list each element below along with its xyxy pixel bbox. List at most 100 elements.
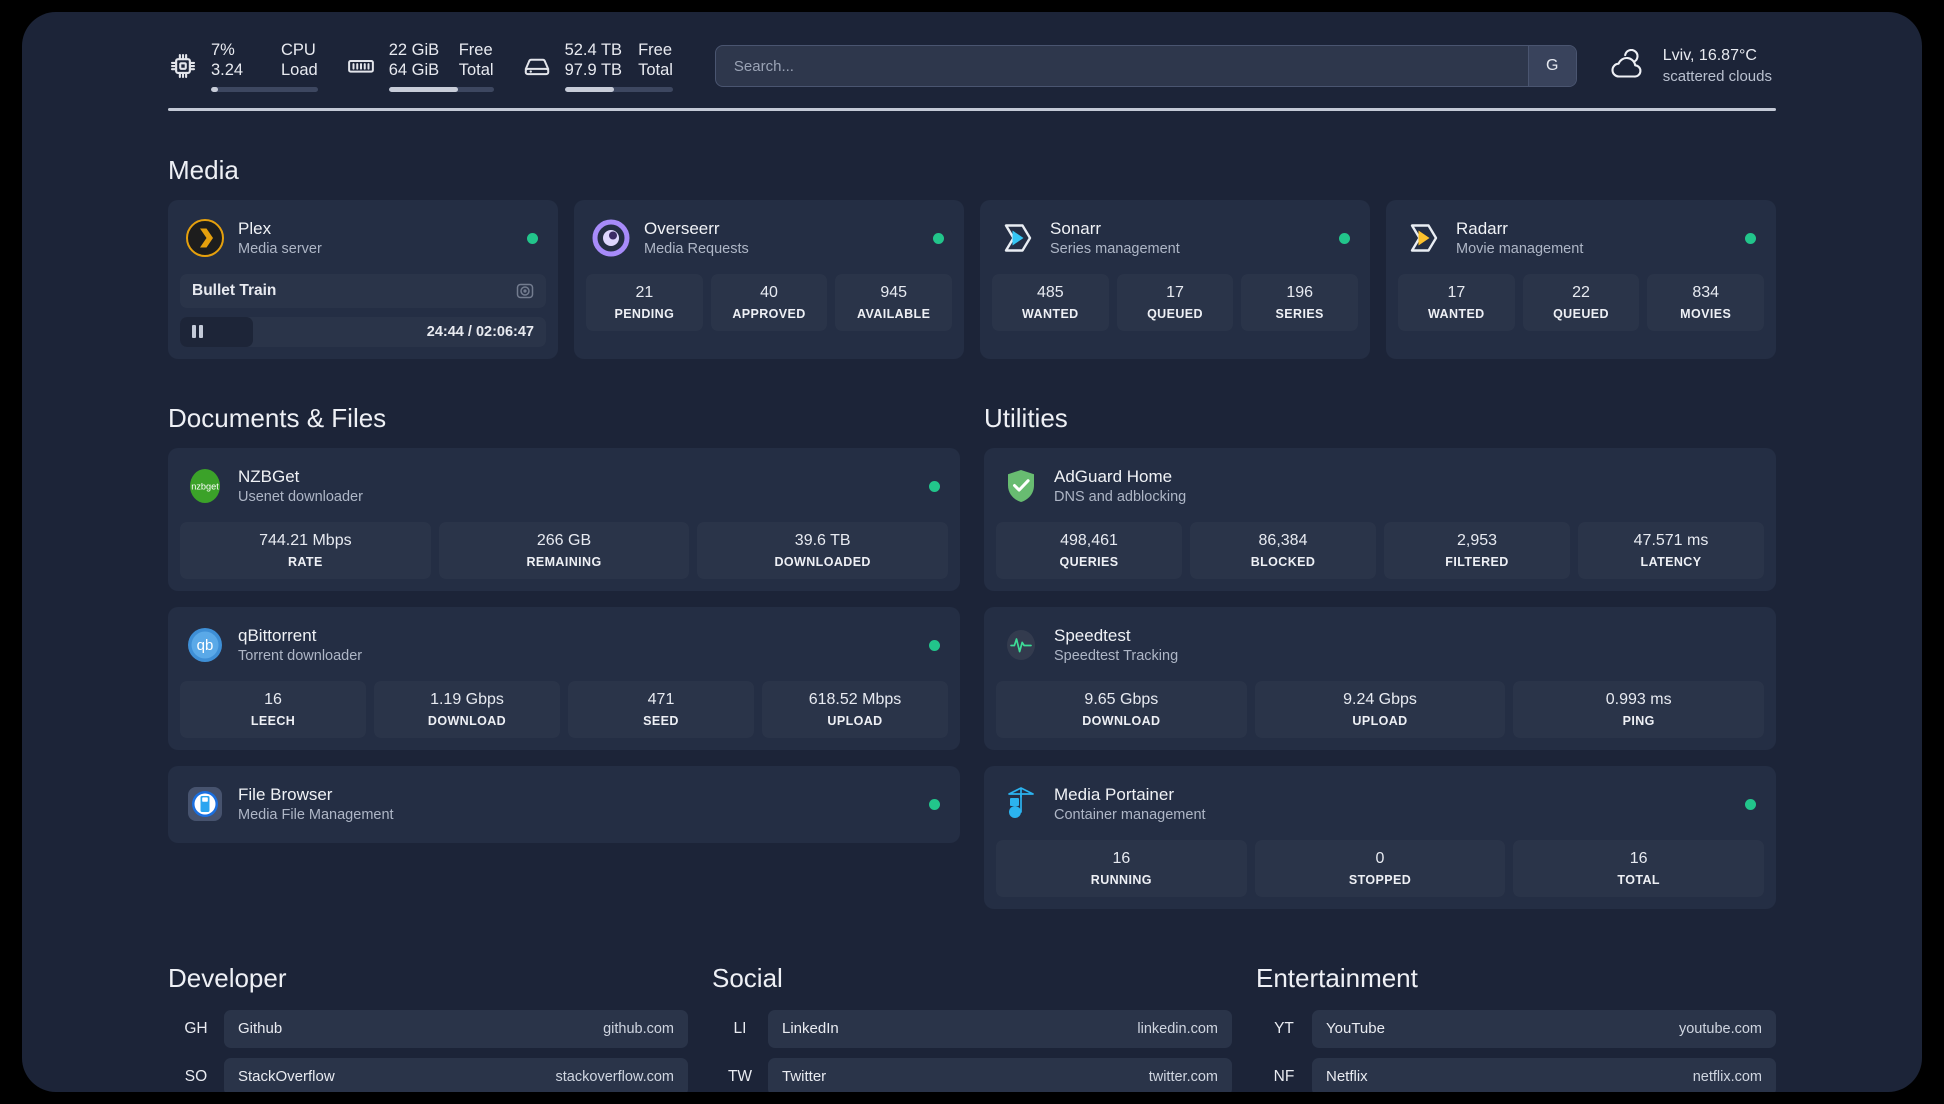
cpu-value-1: 7% bbox=[211, 40, 235, 59]
card-title: AdGuard Home bbox=[1054, 466, 1173, 486]
cast-icon[interactable] bbox=[516, 282, 534, 300]
bookmark-link[interactable]: LinkedIn linkedin.com bbox=[768, 1009, 1232, 1048]
documents-column: Documents & Files nzbget NZBGet Usenet d… bbox=[168, 359, 960, 909]
utilities-column: Utilities AdGuard Home DNS and adblockin… bbox=[984, 359, 1776, 909]
search-input[interactable] bbox=[715, 46, 1528, 86]
weather-widget[interactable]: Lviv, 16.87°C scattered clouds bbox=[1607, 45, 1776, 87]
playback-progress-fill bbox=[180, 316, 254, 347]
bookmark-link[interactable]: Netflix netflix.com bbox=[1312, 1057, 1776, 1092]
card-title: Media Portainer bbox=[1054, 784, 1175, 804]
card-title: File Browser bbox=[238, 784, 333, 804]
card-header: AdGuard Home DNS and adblocking bbox=[996, 460, 1764, 513]
memory-value-1: 22 GiB bbox=[388, 40, 440, 59]
stat-value: 86,384 bbox=[1258, 531, 1308, 549]
bookmark-item[interactable]: TW Twitter twitter.com bbox=[712, 1057, 1232, 1092]
dashboard-window: 7% 3.24 CPU Load bbox=[22, 12, 1922, 1092]
stat-item: 196 SERIES bbox=[1241, 273, 1359, 331]
stat-label: PING bbox=[1622, 713, 1655, 728]
stat-item: 16 RUNNING bbox=[996, 839, 1247, 897]
cpu-icon bbox=[168, 51, 198, 81]
now-playing-progress-row[interactable]: 24:44 / 02:06:47 bbox=[180, 316, 546, 347]
card-stats: 21 PENDING 40 APPROVED 945 AVAILABLE bbox=[586, 273, 953, 331]
service-card-file-browser[interactable]: File Browser Media File Management bbox=[168, 765, 960, 843]
bookmark-abbr: GH bbox=[184, 1019, 208, 1037]
service-card-media-portainer[interactable]: Media Portainer Container management 16 … bbox=[984, 765, 1776, 909]
pause-icon[interactable] bbox=[192, 325, 203, 339]
bookmark-link[interactable]: Github github.com bbox=[224, 1009, 688, 1048]
stat-label: STOPPED bbox=[1348, 872, 1412, 887]
portainer-logo-icon bbox=[1002, 785, 1040, 823]
service-card-radarr[interactable]: Radarr Movie management 17 WANTED 22 QUE… bbox=[1386, 200, 1776, 359]
stat-item: 2,953 FILTERED bbox=[1384, 521, 1570, 579]
stat-item: 0 STOPPED bbox=[1254, 839, 1506, 897]
card-header: Sonarr Series management bbox=[992, 212, 1358, 265]
service-card-adguard-home[interactable]: AdGuard Home DNS and adblocking 498,461 … bbox=[984, 447, 1776, 591]
section-title-documents: Documents & Files bbox=[168, 402, 387, 433]
status-indicator bbox=[1745, 798, 1756, 810]
stat-item: 16 TOTAL bbox=[1513, 839, 1765, 897]
service-card-sonarr[interactable]: Sonarr Series management 485 WANTED 17 Q… bbox=[980, 200, 1370, 359]
stat-value: 21 bbox=[635, 283, 654, 301]
memory-label-2: Total bbox=[458, 61, 494, 79]
dashboard-page: 7% 3.24 CPU Load bbox=[22, 12, 1922, 1092]
bookmark-item[interactable]: LI LinkedIn linkedin.com bbox=[712, 1009, 1232, 1048]
service-card-overseerr[interactable]: Overseerr Media Requests 21 PENDING 40 A… bbox=[574, 200, 964, 359]
service-card-speedtest[interactable]: Speedtest Speedtest Tracking 9.65 Gbps D… bbox=[984, 606, 1776, 750]
stat-value: 16 bbox=[1629, 849, 1648, 867]
card-header: Speedtest Speedtest Tracking bbox=[996, 619, 1764, 672]
bookmark-link[interactable]: StackOverflow stackoverflow.com bbox=[224, 1057, 688, 1092]
status-indicator bbox=[527, 232, 538, 244]
stat-label: LATENCY bbox=[1640, 554, 1702, 569]
bookmark-abbr: NF bbox=[1273, 1067, 1295, 1085]
card-subtitle: Series management bbox=[1050, 241, 1180, 258]
media-cards-row: Plex Media server Bullet Train bbox=[168, 200, 1776, 359]
card-subtitle: Speedtest Tracking bbox=[1054, 648, 1179, 665]
stat-value: 0 bbox=[1375, 849, 1385, 867]
stat-item: 17 WANTED bbox=[1398, 273, 1515, 331]
bookmark-host: netflix.com bbox=[1692, 1068, 1762, 1085]
stat-item: 266 GB REMAINING bbox=[438, 521, 690, 579]
service-card-qbittorrent[interactable]: qb qBittorrent Torrent downloader 16 LEE… bbox=[168, 606, 960, 750]
service-card-nzbget[interactable]: nzbget NZBGet Usenet downloader 744.21 M… bbox=[168, 447, 960, 591]
section-title-utilities: Utilities bbox=[984, 402, 1068, 433]
stat-value: 618.52 Mbps bbox=[808, 690, 902, 708]
stat-item: 9.65 Gbps DOWNLOAD bbox=[996, 680, 1247, 738]
memory-icon bbox=[346, 51, 376, 81]
service-card-plex[interactable]: Plex Media server Bullet Train bbox=[168, 200, 558, 359]
search-bar[interactable]: G bbox=[714, 45, 1577, 87]
bookmark-link[interactable]: YouTube youtube.com bbox=[1312, 1009, 1776, 1048]
bookmark-item[interactable]: SO StackOverflow stackoverflow.com bbox=[168, 1057, 688, 1092]
card-title: Speedtest bbox=[1054, 625, 1131, 645]
bookmark-name: YouTube bbox=[1326, 1020, 1385, 1038]
bookmark-host: github.com bbox=[603, 1020, 674, 1037]
bookmark-link[interactable]: Twitter twitter.com bbox=[768, 1057, 1232, 1092]
utilities-cards: AdGuard Home DNS and adblocking 498,461 … bbox=[984, 447, 1776, 909]
bookmark-item[interactable]: NF Netflix netflix.com bbox=[1256, 1057, 1776, 1092]
search-engine-button[interactable]: G bbox=[1527, 46, 1576, 86]
bookmark-group-developer: Developer GH Github github.com SO StackO… bbox=[168, 963, 688, 1092]
qbittorrent-logo-icon: qb bbox=[186, 626, 224, 664]
bookmark-item[interactable]: YT YouTube youtube.com bbox=[1256, 1009, 1776, 1048]
card-title: NZBGet bbox=[238, 466, 300, 486]
stat-label: REMAINING bbox=[526, 554, 602, 569]
bookmark-abbr: SO bbox=[184, 1067, 208, 1085]
stat-label: PENDING bbox=[614, 306, 675, 321]
stat-item: 0.993 ms PING bbox=[1513, 680, 1765, 738]
filebrowser-logo-icon bbox=[186, 785, 224, 823]
stat-value: 22 bbox=[1572, 283, 1590, 301]
playback-time: 24:44 / 02:06:47 bbox=[427, 324, 534, 340]
card-subtitle: Usenet downloader bbox=[238, 489, 363, 506]
memory-usage-bar bbox=[388, 87, 494, 93]
stat-value: 834 bbox=[1692, 283, 1720, 301]
card-stats: 498,461 QUERIES 86,384 BLOCKED 2,953 FIL… bbox=[996, 521, 1764, 579]
stat-label: WANTED bbox=[1428, 306, 1485, 321]
card-subtitle: Movie management bbox=[1456, 241, 1584, 258]
bookmarks: Developer GH Github github.com SO StackO… bbox=[168, 963, 1776, 1092]
stat-value: 17 bbox=[1166, 283, 1184, 301]
playback-total: 02:06:47 bbox=[475, 323, 534, 340]
bookmark-item[interactable]: GH Github github.com bbox=[168, 1009, 688, 1048]
card-stats: 9.65 Gbps DOWNLOAD 9.24 Gbps UPLOAD 0.99… bbox=[996, 680, 1765, 738]
stat-value: 47.571 ms bbox=[1633, 531, 1709, 549]
bookmark-abbr: TW bbox=[727, 1067, 753, 1085]
bookmark-host: twitter.com bbox=[1148, 1068, 1218, 1085]
